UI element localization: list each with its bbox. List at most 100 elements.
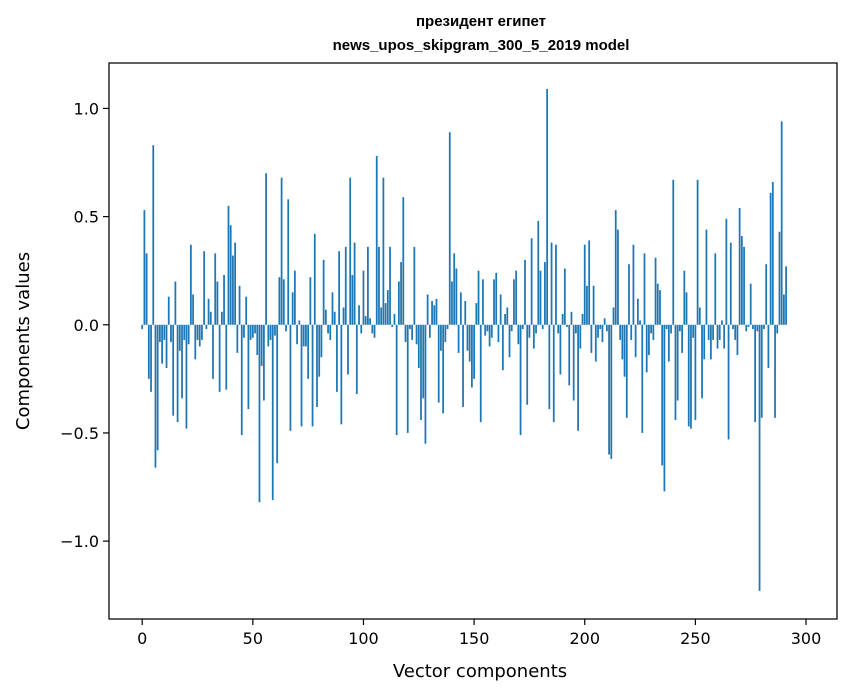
bar — [466, 324, 469, 351]
bar — [570, 311, 573, 325]
bar — [550, 242, 553, 325]
bar — [413, 246, 416, 325]
bar — [282, 279, 285, 325]
bar — [559, 324, 562, 375]
bar — [769, 192, 772, 325]
bar — [278, 277, 281, 325]
bar — [473, 324, 475, 379]
bar — [579, 324, 582, 349]
bar — [643, 253, 646, 325]
bar — [484, 324, 487, 336]
bar — [194, 324, 197, 360]
bar — [513, 279, 515, 325]
bar — [367, 246, 369, 325]
bar — [327, 324, 329, 334]
bar — [479, 324, 482, 423]
bar — [623, 324, 626, 377]
bar — [601, 324, 604, 343]
bar — [431, 300, 433, 325]
bar — [300, 324, 303, 427]
bars-group — [141, 88, 787, 591]
y-tick-label: −1.0 — [60, 532, 99, 551]
y-axis-label: Components values — [13, 252, 34, 430]
bar — [667, 324, 670, 362]
bar — [183, 324, 186, 340]
bar — [592, 285, 595, 325]
bar — [240, 324, 243, 436]
bar — [727, 324, 730, 440]
bar — [161, 324, 163, 364]
bar — [475, 303, 478, 325]
bar — [159, 324, 161, 343]
bar — [754, 324, 757, 423]
bar — [468, 324, 471, 362]
bar — [535, 324, 537, 334]
bar — [369, 318, 371, 325]
bar — [378, 246, 380, 325]
bar — [187, 324, 190, 345]
bar — [320, 324, 323, 358]
bar — [588, 240, 591, 325]
bar — [501, 324, 504, 371]
bar — [705, 229, 708, 325]
bar — [271, 324, 274, 501]
bar — [349, 177, 352, 325]
bar — [681, 324, 683, 353]
bar — [411, 324, 414, 340]
x-tick-label: 300 — [791, 629, 822, 648]
bar — [488, 324, 491, 347]
bar — [397, 281, 400, 325]
bar — [256, 324, 259, 356]
bar — [400, 262, 402, 325]
bar — [424, 324, 427, 444]
bar — [783, 294, 785, 325]
bar — [214, 253, 217, 325]
bar — [603, 318, 606, 325]
bar — [594, 324, 597, 362]
bar — [477, 270, 480, 325]
bar — [743, 246, 745, 325]
bar — [707, 324, 710, 340]
bar — [674, 324, 677, 420]
bar — [196, 324, 199, 340]
bar — [734, 324, 737, 340]
bar — [426, 294, 429, 325]
bar — [287, 199, 290, 325]
bar — [291, 292, 294, 325]
bar — [634, 324, 637, 358]
bar — [621, 324, 624, 360]
bar — [251, 324, 254, 338]
bar — [670, 324, 672, 334]
bar — [336, 324, 338, 392]
bar — [276, 324, 279, 464]
bar — [641, 324, 644, 433]
bar — [495, 272, 498, 325]
bar — [212, 324, 214, 379]
bar — [714, 253, 717, 325]
y-tick-label: 0.0 — [74, 316, 99, 335]
bar — [305, 324, 307, 347]
bar — [302, 324, 305, 347]
bar — [645, 324, 648, 373]
bar — [198, 324, 201, 347]
bar — [422, 324, 425, 399]
bar — [415, 324, 418, 345]
bar — [375, 156, 378, 325]
bar — [557, 324, 560, 334]
bar — [561, 313, 564, 325]
bar — [316, 324, 318, 407]
bar — [373, 324, 376, 338]
bar — [747, 324, 750, 327]
bar — [568, 324, 571, 386]
bar — [358, 305, 360, 325]
bar — [338, 251, 341, 325]
bar — [510, 324, 513, 332]
bar — [504, 313, 506, 325]
bar — [150, 324, 152, 392]
bar — [203, 251, 206, 325]
bar — [269, 324, 272, 340]
bar — [752, 324, 754, 330]
bar — [687, 324, 690, 427]
bar — [143, 210, 146, 325]
bar — [238, 285, 241, 325]
